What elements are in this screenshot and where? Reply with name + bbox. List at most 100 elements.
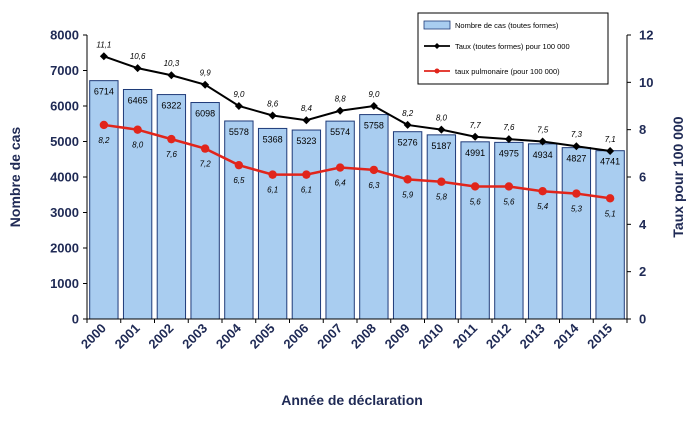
x-tick-label: 2014 bbox=[550, 320, 582, 352]
x-tick-label: 2001 bbox=[112, 321, 143, 352]
point-total-rate bbox=[268, 111, 277, 120]
pulmonary-rate-label: 5,1 bbox=[605, 209, 616, 218]
y2-tick-label: 2 bbox=[639, 264, 646, 279]
x-tick-label: 2011 bbox=[450, 321, 481, 352]
y-tick-label: 7000 bbox=[50, 63, 79, 78]
bar bbox=[156, 94, 187, 320]
y-tick-label: 3000 bbox=[50, 205, 79, 220]
bar bbox=[291, 129, 322, 320]
pulmonary-rate-label: 5,8 bbox=[436, 193, 448, 202]
bar-group bbox=[89, 80, 625, 320]
point-total-rate bbox=[167, 71, 176, 80]
bar bbox=[257, 127, 288, 320]
pulmonary-rate-label: 6,1 bbox=[301, 186, 312, 195]
point-pulmonary-rate bbox=[268, 170, 277, 179]
point-pulmonary-rate bbox=[437, 177, 446, 186]
bar bbox=[561, 147, 592, 320]
bar bbox=[595, 150, 625, 320]
legend-marker-pulmonary bbox=[434, 68, 440, 74]
bar-value-label: 4991 bbox=[465, 148, 485, 158]
pulmonary-rate-label: 7,2 bbox=[200, 160, 212, 169]
point-pulmonary-rate bbox=[572, 189, 581, 198]
bar-value-label: 5758 bbox=[364, 121, 384, 131]
total-rate-label: 7,1 bbox=[605, 135, 616, 144]
point-total-rate bbox=[99, 52, 108, 61]
point-pulmonary-rate bbox=[403, 175, 412, 184]
x-tick-label: 2012 bbox=[483, 321, 514, 352]
bar bbox=[392, 131, 423, 320]
point-total-rate bbox=[403, 120, 412, 129]
line-group: 11,1 10,6 10,3 9,9 9,0 8,6 8,4 8,8 9,0 8,2 8,0 7,7 7… bbox=[96, 40, 615, 218]
x-tick-label: 2015 bbox=[584, 321, 615, 352]
y-tick-label: 8000 bbox=[50, 28, 79, 43]
pulmonary-rate-label: 5,3 bbox=[571, 205, 583, 214]
x-tick-label: 2000 bbox=[78, 321, 109, 352]
y2-tick-label: 10 bbox=[639, 75, 653, 90]
total-rate-label: 8,2 bbox=[402, 109, 414, 118]
bar-value-label: 5578 bbox=[229, 127, 249, 137]
bar bbox=[224, 120, 254, 320]
point-pulmonary-rate bbox=[302, 170, 311, 179]
bar-value-label: 6322 bbox=[161, 101, 181, 111]
bar bbox=[527, 143, 558, 320]
bar-value-label: 4975 bbox=[499, 148, 519, 158]
total-rate-label: 10,6 bbox=[130, 52, 146, 61]
bar bbox=[426, 134, 457, 320]
total-rate-label: 7,6 bbox=[503, 123, 515, 132]
pulmonary-rate-label: 6,4 bbox=[335, 179, 347, 188]
total-rate-label: 10,3 bbox=[164, 59, 180, 68]
x-axis-title: Année de déclaration bbox=[281, 392, 423, 408]
legend: Nombre de cas (toutes formes) Taux (tout… bbox=[417, 12, 609, 85]
y2-tick-label: 6 bbox=[639, 170, 646, 185]
point-total-rate bbox=[234, 102, 243, 110]
y-tick-label: 1000 bbox=[50, 276, 79, 291]
point-pulmonary-rate bbox=[605, 194, 615, 203]
bar-value-label: 4827 bbox=[566, 154, 586, 164]
pulmonary-rate-label: 8,0 bbox=[132, 141, 144, 150]
line-total-rate bbox=[103, 55, 611, 152]
bar bbox=[325, 120, 355, 320]
point-total-rate bbox=[133, 64, 142, 73]
pulmonary-rate-label: 7,6 bbox=[166, 150, 178, 159]
point-pulmonary-rate bbox=[167, 134, 176, 144]
line-pulmonary-rate bbox=[103, 123, 611, 200]
pulmonary-rate-label: 5,6 bbox=[470, 197, 482, 206]
y-axis-title: Nombre de cas bbox=[7, 127, 23, 228]
legend-marker-total bbox=[434, 43, 440, 49]
total-rate-label: 11,1 bbox=[96, 40, 111, 49]
point-total-rate bbox=[302, 116, 311, 125]
point-total-rate bbox=[201, 80, 210, 89]
legend-swatch-bars bbox=[423, 20, 451, 30]
x-tick-label: 2013 bbox=[517, 321, 548, 352]
bar bbox=[460, 141, 490, 320]
legend-label-total: Taux (toutes formes) pour 100 000 bbox=[455, 42, 570, 51]
x-tick-label: 2009 bbox=[382, 321, 413, 352]
point-pulmonary-rate bbox=[538, 187, 547, 196]
point-pulmonary-rate bbox=[470, 182, 480, 191]
x-tick-label: 2006 bbox=[280, 321, 311, 352]
x-tick-label: 2007 bbox=[314, 321, 345, 352]
total-rate-label: 7,5 bbox=[537, 126, 549, 135]
total-rate-label: 9,9 bbox=[200, 69, 212, 78]
point-total-rate bbox=[606, 146, 615, 155]
y2-tick-label: 4 bbox=[639, 217, 647, 232]
bar bbox=[89, 80, 119, 320]
bar-value-label: 5323 bbox=[296, 136, 316, 146]
pulmonary-rate-label: 5,4 bbox=[537, 202, 549, 211]
point-total-rate bbox=[471, 132, 480, 141]
point-total-rate bbox=[504, 135, 513, 144]
y-tick-label: 6000 bbox=[50, 99, 79, 114]
point-total-rate bbox=[538, 137, 547, 146]
x-tick-label: 2010 bbox=[415, 321, 446, 352]
pulmonary-rate-label: 5,9 bbox=[402, 190, 414, 199]
bar-value-label: 6465 bbox=[128, 95, 148, 105]
bar bbox=[190, 102, 220, 320]
legend-label-bars: Nombre de cas (toutes formes) bbox=[455, 21, 559, 30]
total-rate-label: 7,7 bbox=[470, 121, 482, 130]
total-rate-label: 7,3 bbox=[571, 130, 583, 139]
point-pulmonary-rate bbox=[369, 165, 379, 175]
pulmonary-rate-label: 6,1 bbox=[267, 186, 278, 195]
y-tick-label: 2000 bbox=[50, 241, 79, 256]
point-pulmonary-rate bbox=[335, 163, 345, 172]
